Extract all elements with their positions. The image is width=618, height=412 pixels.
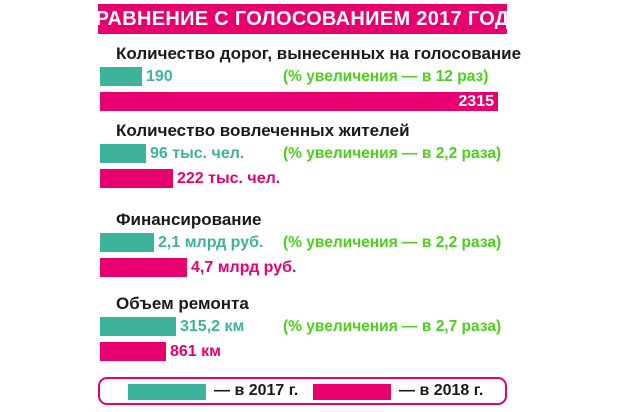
legend-label-2018: — в 2018 г. <box>399 382 484 399</box>
increase-label: (% увеличения — в 2,2 раза) <box>283 234 502 251</box>
title-banner: СРАВНЕНИЕ С ГОЛОСОВАНИЕМ 2017 ГОДА <box>81 4 524 34</box>
legend-swatch-2017 <box>128 384 206 400</box>
metric-title: Количество дорог, вынесенных на голосова… <box>116 44 522 63</box>
chart-title: СРАВНЕНИЕ С ГОЛОСОВАНИЕМ 2017 ГОДА <box>80 7 525 30</box>
legend-label-2017: — в 2017 г. <box>214 382 299 399</box>
increase-label: (% увеличения — в 12 раз) <box>283 68 489 85</box>
increase-label: (% увеличения — в 2,2 раза) <box>283 145 502 162</box>
value-label-2017: 190 <box>146 68 173 85</box>
bar-2018 <box>100 92 498 111</box>
bar-2017 <box>100 67 142 86</box>
value-label-2018: 222 тыс. чел. <box>177 170 281 187</box>
increase-label: (% увеличения — в 2,7 раза) <box>283 318 502 335</box>
value-label-2017: 315,2 км <box>180 318 245 335</box>
bar-2018 <box>100 169 173 188</box>
metric-title: Финансирование <box>116 210 262 229</box>
bar-2017 <box>100 233 154 252</box>
bar-2017 <box>100 144 146 163</box>
bar-2017 <box>100 317 176 336</box>
value-label-2018: 2315 <box>458 93 494 110</box>
value-label-2017: 96 тыс. чел. <box>150 145 245 162</box>
metric-title: Объем ремонта <box>116 294 249 313</box>
legend: — в 2017 г. — в 2018 г. <box>98 377 507 405</box>
metric-title: Количество вовлеченных жителей <box>116 121 410 140</box>
bar-2018 <box>100 342 166 361</box>
legend-swatch-2018 <box>313 384 391 400</box>
value-label-2018: 861 км <box>170 343 221 360</box>
bar-2018 <box>100 258 187 277</box>
value-label-2018: 4,7 млрд руб. <box>191 259 297 276</box>
value-label-2017: 2,1 млрд руб. <box>158 234 264 251</box>
